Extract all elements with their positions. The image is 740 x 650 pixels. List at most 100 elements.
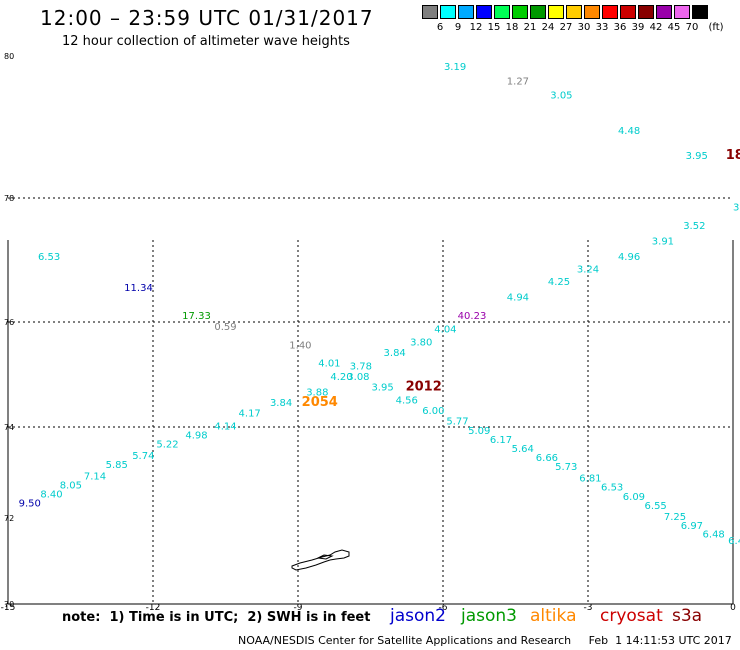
wave-height-label: 9.50: [19, 499, 41, 510]
x-tick-label: -9: [294, 603, 303, 610]
wave-height-label: 3.19: [444, 62, 466, 73]
scale-label: 9: [454, 22, 462, 33]
map-axes: [7, 240, 734, 605]
wave-height-label: 3.95: [371, 382, 393, 393]
wave-height-label: 3.84: [384, 348, 406, 359]
map-title: 12:00 – 23:59 UTC 01/31/2017: [40, 6, 374, 30]
scale-label: 70: [685, 22, 699, 33]
wave-height-label: 4.94: [507, 292, 529, 303]
wave-height-label: 3.78: [350, 361, 372, 372]
scale-swatch: [530, 5, 546, 19]
scale-swatch: [476, 5, 492, 19]
scale-swatch: [656, 5, 672, 19]
wave-height-label: 4.48: [618, 126, 640, 137]
coastline-jan-mayen-island: [291, 549, 350, 571]
scale-unit-label: (ft): [708, 22, 724, 33]
scale-label: 42: [649, 22, 663, 33]
wave-height-map: -15 -12 -9 -6 -3 0 80 78 76 74 72 70 3.19 1.27 3.05 4.…: [1, 52, 740, 610]
wave-height-label: 5.77: [446, 416, 468, 427]
wave-height-label: 4.25: [548, 277, 570, 288]
wave-height-label: 4.56: [396, 395, 418, 406]
wave-height-label: 4.17: [239, 409, 261, 420]
scale-swatch: [638, 5, 654, 19]
wave-height-label: 2012: [406, 379, 442, 394]
wave-height-label: 6.4: [728, 536, 740, 547]
satellite-jason3: jason3: [461, 606, 517, 626]
wave-height-label: 5.74: [132, 451, 154, 462]
wave-height-label: 3: [733, 202, 739, 213]
scale-label: 24: [541, 22, 555, 33]
wave-height-label: 8.40: [40, 490, 62, 501]
footer-note: note: 1) Time is in UTC; 2) SWH is in fe…: [62, 610, 371, 625]
wave-height-label: 1.40: [289, 340, 311, 351]
x-tick-label: -6: [439, 603, 448, 610]
scale-swatch: [584, 5, 600, 19]
wave-height-label: 3.84: [270, 398, 292, 409]
satellite-s3a: s3a: [672, 606, 703, 626]
wave-height-label: 3.24: [577, 264, 599, 275]
wave-height-label: 6.55: [645, 501, 667, 512]
scale-label: 27: [559, 22, 573, 33]
scale-label: 6: [436, 22, 444, 33]
wave-height-label: 3.52: [683, 221, 705, 232]
wave-height-label: 5.22: [156, 439, 178, 450]
scale-label: 36: [613, 22, 627, 33]
y-tick-label: 72: [4, 514, 14, 523]
wave-height-label: 3.88: [306, 388, 328, 399]
wave-height-label: 18: [726, 148, 740, 163]
wave-height-label: 6.66: [536, 453, 558, 464]
y-tick-label: 74: [4, 423, 14, 432]
wave-height-label: 2054: [302, 395, 338, 410]
wave-height-label: 6.17: [490, 435, 512, 446]
scale-swatch: [512, 5, 528, 19]
scale-label: 12: [469, 22, 483, 33]
x-tick-label: -12: [146, 603, 161, 610]
scale-swatch: [674, 5, 690, 19]
wave-height-label: 7.14: [84, 471, 106, 482]
satellite-jason2: jason2: [390, 606, 446, 626]
wave-height-label: 11.34: [124, 283, 153, 294]
wave-height-label: 5.85: [106, 460, 128, 471]
wave-height-label: 3.05: [550, 91, 572, 102]
scale-label: 39: [631, 22, 645, 33]
scale-swatch: [620, 5, 636, 19]
wave-height-observations: 3.19 1.27 3.05 4.48 3.95 18 3 3.52 3.91 4.96 3.24 4…: [19, 62, 740, 547]
y-tick-label: 76: [4, 318, 14, 327]
wave-height-label: 6.00: [422, 406, 444, 417]
y-tick-label: 70: [4, 600, 14, 609]
y-tick-label: 78: [4, 194, 14, 203]
wave-height-label: 4.14: [214, 421, 236, 432]
wave-height-label: 4.01: [318, 359, 340, 370]
map-tick-labels: -15 -12 -9 -6 -3 0 80 78 76 74 72 70: [1, 52, 736, 610]
wave-height-label: 4.96: [618, 252, 640, 263]
wave-height-label: 6.53: [601, 483, 623, 494]
scale-swatch: [602, 5, 618, 19]
wave-height-label: 7.25: [664, 512, 686, 523]
wave-height-label: 6.09: [623, 492, 645, 503]
wave-height-label: 0.59: [214, 322, 236, 333]
scale-swatch: [440, 5, 456, 19]
map-subtitle: 12 hour collection of altimeter wave hei…: [62, 34, 350, 49]
wave-height-label: 3.08: [347, 372, 369, 383]
wave-height-label: 6.81: [579, 474, 601, 485]
x-tick-label: -3: [584, 603, 593, 610]
scale-label: 45: [667, 22, 681, 33]
x-tick-label: -15: [1, 603, 16, 610]
satellite-cryosat: cryosat: [600, 606, 663, 626]
wave-height-label: 3.91: [652, 237, 674, 248]
scale-label: 18: [505, 22, 519, 33]
wave-height-label: 3.80: [410, 338, 432, 349]
wave-height-label: 40.23: [458, 311, 487, 322]
scale-label: 15: [487, 22, 501, 33]
y-tick-label: 80: [4, 52, 14, 61]
scale-swatch: [422, 5, 438, 19]
x-tick-label: 0: [730, 603, 736, 610]
footer-credit: NOAA/NESDIS Center for Satellite Applica…: [238, 634, 732, 647]
scale-swatch: [692, 5, 708, 19]
map-gridlines: [8, 197, 733, 604]
scale-swatch: [458, 5, 474, 19]
wave-height-label: 4.98: [185, 430, 207, 441]
wave-height-label: 5.64: [512, 444, 534, 455]
scale-swatch: [548, 5, 564, 19]
wave-height-label: 1.27: [507, 76, 529, 87]
